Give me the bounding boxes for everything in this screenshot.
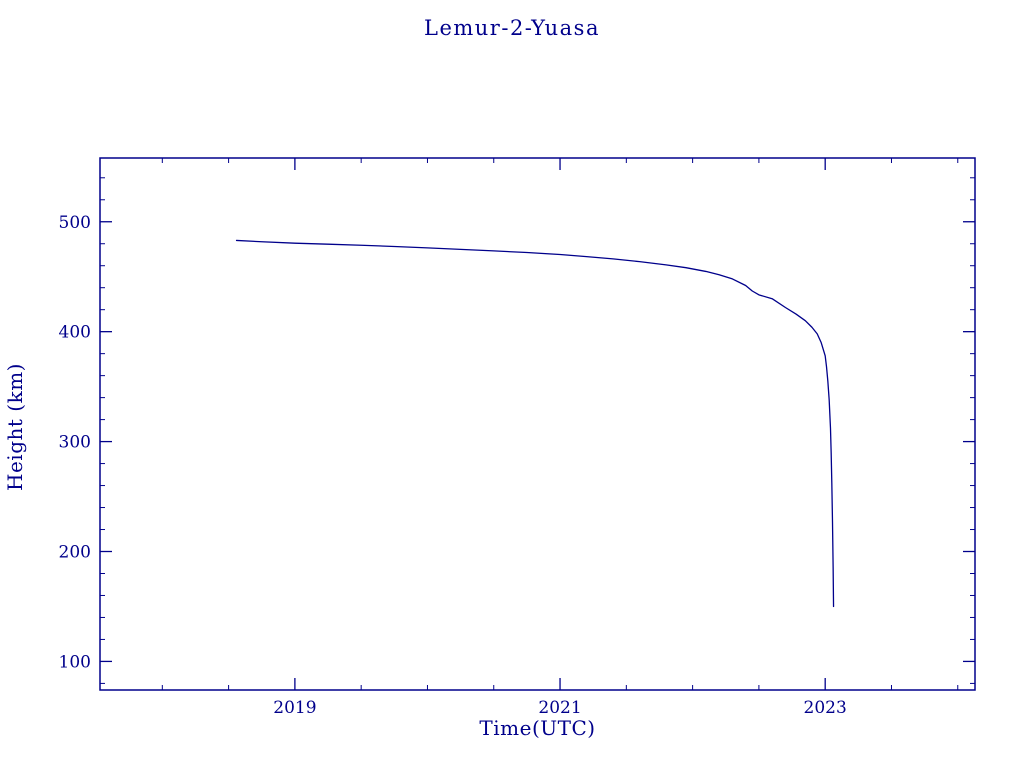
x-axis-label: Time(UTC) xyxy=(479,716,596,740)
y-tick-label: 100 xyxy=(59,652,91,672)
x-tick-label: 2019 xyxy=(273,698,316,718)
y-tick-label: 400 xyxy=(59,323,91,343)
y-tick-label: 200 xyxy=(59,543,91,563)
x-tick-label: 2021 xyxy=(538,698,581,718)
y-tick-label: 300 xyxy=(59,433,91,453)
decay-curve xyxy=(235,239,835,608)
chart-title: Lemur-2-Yuasa xyxy=(424,16,600,40)
plot-frame xyxy=(99,157,976,691)
x-tick-label: 2023 xyxy=(804,698,847,718)
y-tick-label: 500 xyxy=(59,213,91,233)
